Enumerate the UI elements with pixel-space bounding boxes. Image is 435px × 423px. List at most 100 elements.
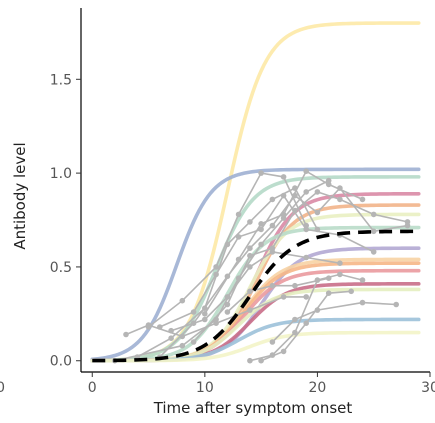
- observed-point: [280, 174, 287, 180]
- observed-point: [337, 196, 343, 203]
- observed-point: [168, 335, 174, 342]
- observed-series-line: [157, 192, 377, 330]
- tick-labels: 0 10 20 30 0.0 0.5 1.0 1.5 0: [0, 72, 435, 396]
- observed-point: [224, 294, 231, 300]
- observed-point: [359, 299, 366, 306]
- observed-point: [303, 320, 310, 327]
- mean-curve: [92, 229, 419, 363]
- observed-point: [303, 294, 310, 300]
- observed-series-line: [258, 288, 355, 364]
- observed-point: [269, 339, 276, 345]
- x-tick-label: 20: [309, 380, 327, 396]
- observed-point: [269, 222, 276, 229]
- observed-point: [337, 271, 343, 278]
- y-tick-label: 1.0: [50, 166, 72, 182]
- observed-point: [235, 211, 242, 218]
- observed-series-line: [190, 189, 411, 345]
- observed-point: [247, 288, 253, 295]
- axes: [80, 8, 430, 373]
- observed-point: [247, 264, 253, 270]
- observed-point: [247, 357, 253, 364]
- observed-point: [359, 196, 366, 203]
- mean-curve-layer: [92, 229, 419, 363]
- observed-point: [168, 327, 174, 334]
- observed-point: [247, 245, 253, 251]
- observed-point: [280, 294, 287, 300]
- y-tick-label: 0.5: [50, 260, 72, 276]
- observed-series-line: [224, 275, 332, 315]
- fitted-curve: [90, 175, 421, 363]
- observed-point: [224, 309, 231, 315]
- observed-series: [112, 168, 411, 364]
- x-tick-label: 30: [421, 380, 435, 396]
- observed-point: [213, 271, 219, 278]
- observed-point: [303, 254, 310, 261]
- observed-series-line: [157, 185, 411, 360]
- observed-point: [247, 307, 253, 313]
- observed-point: [269, 249, 276, 255]
- observed-point: [190, 309, 197, 315]
- observed-point: [370, 211, 377, 218]
- y-axis-title: Antibody level: [11, 142, 29, 249]
- observed-point: [123, 331, 129, 338]
- observed-line: [114, 179, 330, 362]
- observed-point: [145, 324, 152, 330]
- observed-point: [325, 181, 332, 188]
- observed-point: [235, 256, 242, 263]
- observed-point: [179, 297, 186, 304]
- observed-point: [179, 342, 186, 349]
- observed-point: [303, 189, 310, 195]
- observed-point: [393, 301, 400, 308]
- observed-point: [359, 277, 366, 283]
- observed-point: [190, 339, 197, 345]
- observed-point: [269, 282, 276, 289]
- observed-point: [224, 301, 231, 308]
- observed-point: [258, 170, 264, 176]
- observed-point: [292, 282, 298, 289]
- observed-point: [314, 189, 321, 195]
- observed-point: [370, 228, 377, 235]
- observed-point: [202, 316, 208, 323]
- observed-line: [249, 273, 363, 362]
- observed-point: [213, 264, 219, 270]
- observed-point: [303, 226, 310, 233]
- observed-point: [247, 252, 253, 259]
- observed-point: [280, 348, 287, 355]
- observed-point: [337, 260, 343, 267]
- y-tick-label: 0.0: [50, 354, 72, 370]
- observed-point: [325, 275, 332, 282]
- observed-point: [157, 324, 163, 330]
- observed-point: [404, 219, 411, 225]
- observed-line: [159, 186, 408, 358]
- y-tick-label: 1.5: [50, 72, 72, 88]
- observed-point: [202, 311, 208, 317]
- observed-series-line: [168, 249, 343, 334]
- observed-point: [303, 168, 310, 174]
- observed-point: [292, 207, 298, 214]
- left-edge-tick-label: 0: [0, 380, 5, 396]
- observed-point: [247, 219, 253, 225]
- observed-point: [280, 211, 287, 218]
- observed-point: [224, 241, 231, 248]
- observed-point: [258, 357, 264, 364]
- observed-point: [269, 196, 276, 203]
- observed-point: [258, 241, 264, 248]
- observed-line: [136, 187, 319, 358]
- observed-point: [348, 288, 355, 295]
- observed-point: [370, 249, 377, 255]
- observed-series-line: [145, 170, 310, 330]
- observed-point: [235, 234, 242, 240]
- observed-point: [292, 329, 298, 336]
- x-axis-title: Time after symptom onset: [153, 399, 353, 417]
- fitted-curve: [90, 167, 421, 362]
- x-tick-label: 10: [196, 380, 214, 396]
- fitted-curves: [90, 21, 421, 363]
- observed-point: [280, 192, 287, 199]
- observed-point: [258, 221, 264, 227]
- observed-point: [314, 307, 321, 313]
- observed-point: [292, 316, 298, 323]
- observed-series-line: [269, 299, 400, 345]
- observed-point: [258, 226, 264, 233]
- observed-point: [314, 209, 321, 216]
